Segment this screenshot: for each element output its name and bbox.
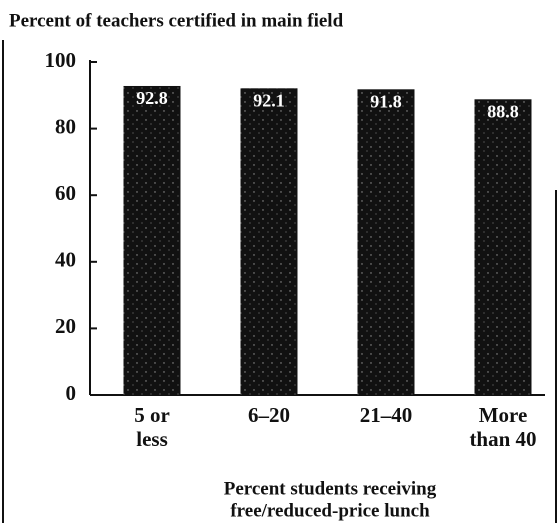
y-tick-label: 0 — [66, 381, 77, 405]
data-label: 88.8 — [487, 101, 519, 121]
data-label: 92.1 — [253, 90, 285, 110]
y-tick-label: 60 — [55, 181, 76, 205]
bar — [474, 99, 532, 396]
y-tick-label: 80 — [55, 114, 76, 138]
x-tick-label: than 40 — [469, 427, 536, 451]
y-tick-label: 20 — [55, 314, 76, 338]
bar — [357, 89, 415, 395]
y-tick-label: 100 — [45, 48, 77, 72]
data-label: 92.8 — [136, 88, 168, 108]
x-axis-label: free/reduced-price lunch — [230, 500, 430, 521]
x-tick-label: less — [136, 427, 168, 451]
x-tick-label: More — [479, 403, 528, 427]
chart-title: Percent of teachers certified in main fi… — [9, 10, 344, 31]
x-tick-label: 6–20 — [248, 403, 290, 427]
y-tick-label: 40 — [55, 248, 76, 272]
x-tick-label: 21–40 — [360, 403, 413, 427]
bar — [123, 85, 181, 395]
x-tick-label: 5 or — [134, 403, 170, 427]
data-label: 91.8 — [370, 91, 402, 111]
bar — [240, 88, 298, 395]
x-axis-label: Percent students receiving — [224, 478, 437, 499]
